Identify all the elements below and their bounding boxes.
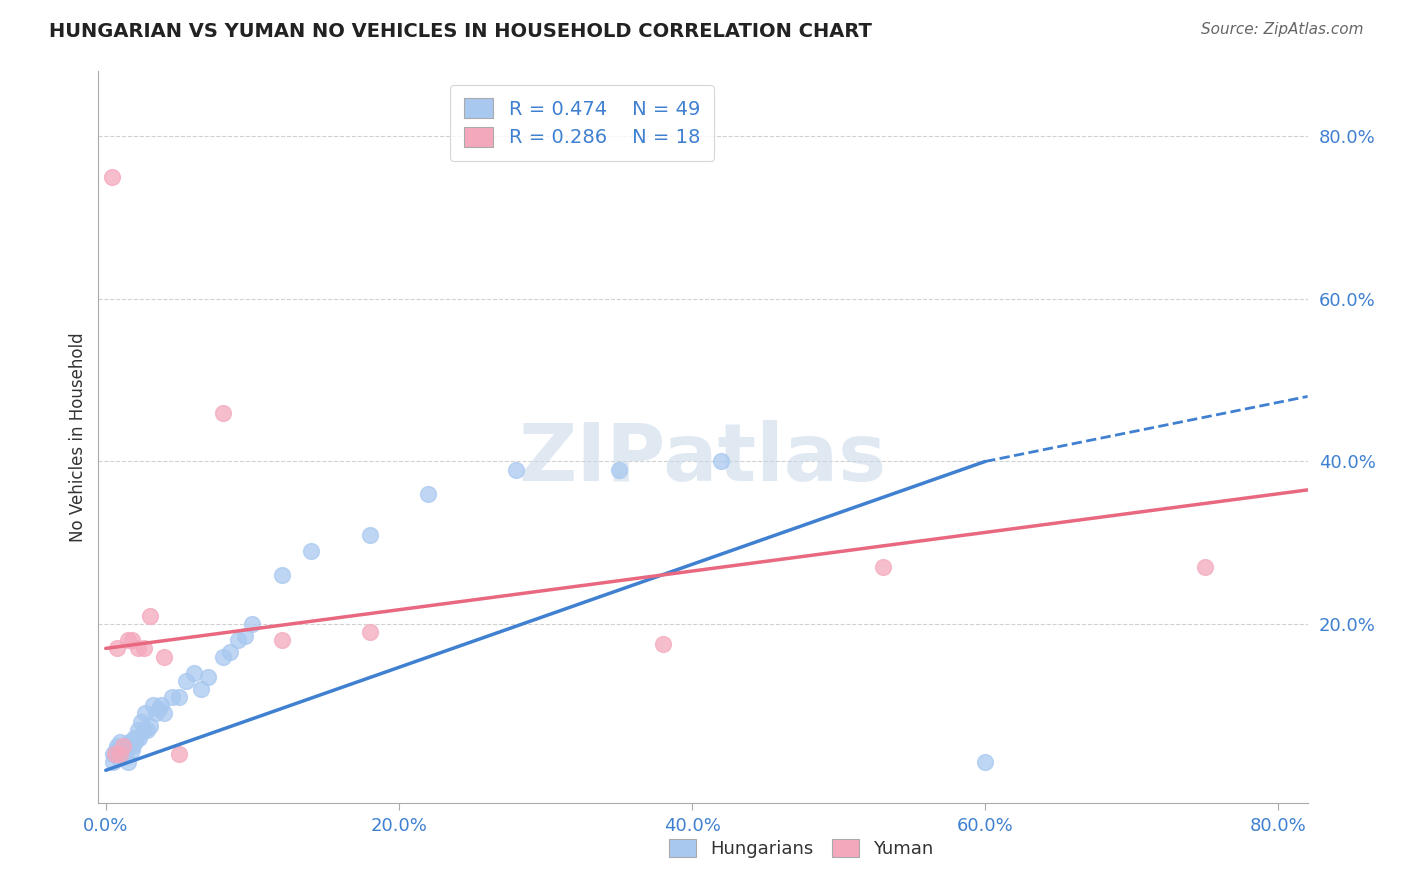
Text: ZIPatlas: ZIPatlas xyxy=(519,420,887,498)
Point xyxy=(270,633,292,648)
Point xyxy=(651,637,673,651)
Point xyxy=(132,723,155,737)
Point xyxy=(117,755,139,769)
Point xyxy=(212,406,235,420)
Point xyxy=(145,706,167,721)
Point xyxy=(240,617,263,632)
Point xyxy=(118,735,141,749)
Point xyxy=(110,747,132,761)
Point xyxy=(108,751,131,765)
Point xyxy=(117,633,139,648)
Point xyxy=(359,625,381,640)
Point xyxy=(183,665,205,680)
Point xyxy=(167,690,190,705)
Point xyxy=(121,739,143,753)
Point xyxy=(132,641,155,656)
Point xyxy=(710,454,733,468)
Point xyxy=(125,731,148,745)
Text: HUNGARIAN VS YUMAN NO VEHICLES IN HOUSEHOLD CORRELATION CHART: HUNGARIAN VS YUMAN NO VEHICLES IN HOUSEH… xyxy=(49,22,872,41)
Point xyxy=(107,739,129,753)
Point xyxy=(101,755,124,769)
Legend: R = 0.474    N = 49, R = 0.286    N = 18: R = 0.474 N = 49, R = 0.286 N = 18 xyxy=(450,85,714,161)
Y-axis label: No Vehicles in Household: No Vehicles in Household xyxy=(69,332,87,542)
Point xyxy=(128,731,150,745)
Text: Source: ZipAtlas.com: Source: ZipAtlas.com xyxy=(1201,22,1364,37)
Point xyxy=(270,568,292,582)
Point xyxy=(138,718,160,732)
Point xyxy=(233,629,256,643)
Point xyxy=(150,698,173,713)
Point xyxy=(974,755,997,769)
Point xyxy=(153,649,176,664)
Point xyxy=(122,731,145,745)
Point xyxy=(124,735,146,749)
Point xyxy=(138,608,160,623)
Point xyxy=(212,649,235,664)
Point xyxy=(101,747,124,761)
Point xyxy=(299,544,322,558)
Point xyxy=(100,169,122,184)
Point xyxy=(872,560,894,574)
Point xyxy=(134,706,156,721)
Point xyxy=(505,462,527,476)
Point xyxy=(127,641,149,656)
Point xyxy=(107,641,129,656)
Point xyxy=(153,706,176,721)
Point xyxy=(197,670,219,684)
Point xyxy=(190,681,212,696)
Point xyxy=(110,747,132,761)
Point xyxy=(219,645,242,659)
Point xyxy=(121,633,143,648)
Point xyxy=(117,739,139,753)
Point xyxy=(127,723,149,737)
Point xyxy=(167,747,190,761)
Point xyxy=(114,743,136,757)
Point xyxy=(226,633,249,648)
Point xyxy=(129,714,152,729)
Point xyxy=(135,723,157,737)
Point xyxy=(1194,560,1216,574)
Point xyxy=(112,739,135,753)
Point xyxy=(103,747,125,761)
Point xyxy=(148,702,170,716)
Legend: Hungarians, Yuman: Hungarians, Yuman xyxy=(662,831,941,865)
Point xyxy=(359,527,381,541)
Point xyxy=(607,462,630,476)
Point xyxy=(105,743,128,757)
Point xyxy=(115,743,138,757)
Point xyxy=(418,487,440,501)
Point xyxy=(160,690,183,705)
Point xyxy=(176,673,198,688)
Point xyxy=(110,735,132,749)
Point xyxy=(121,743,143,757)
Point xyxy=(112,747,135,761)
Point xyxy=(142,698,165,713)
